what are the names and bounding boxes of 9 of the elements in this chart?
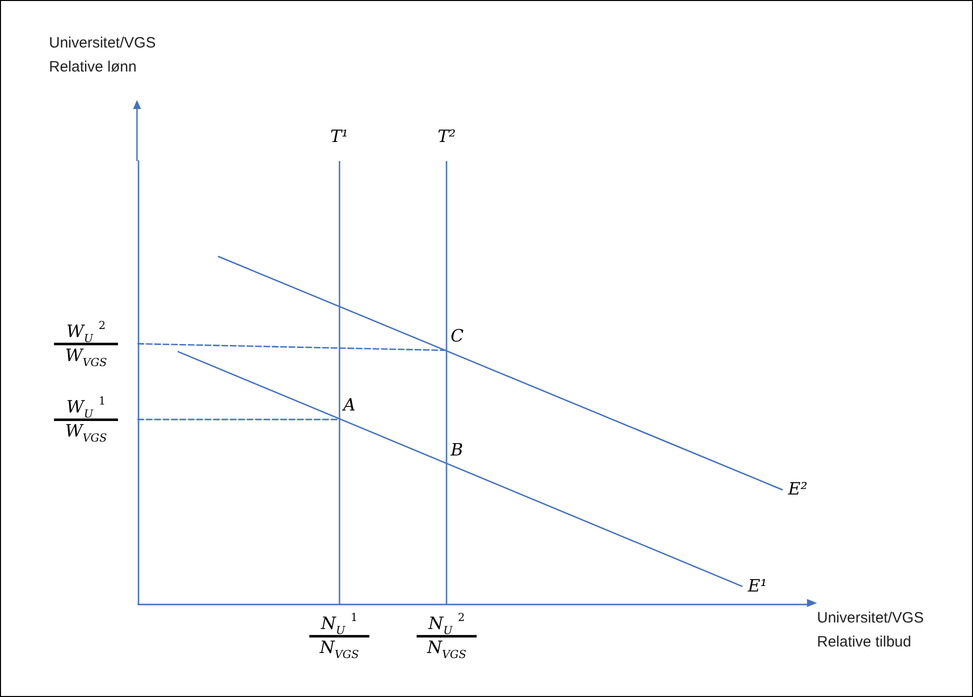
series-label: E¹: [746, 576, 768, 596]
ref-line-label: T¹: [330, 127, 348, 147]
annotation: C: [450, 326, 464, 346]
ref-line-label: T²: [438, 127, 456, 147]
text: Universitet/VGS Relative lønn: [49, 34, 156, 76]
x-axis-title: Universitet/VGS Relative tilbud: [817, 610, 924, 650]
annotation: A: [341, 396, 356, 416]
annotation: B: [450, 440, 464, 461]
series-label: E²: [787, 480, 808, 500]
